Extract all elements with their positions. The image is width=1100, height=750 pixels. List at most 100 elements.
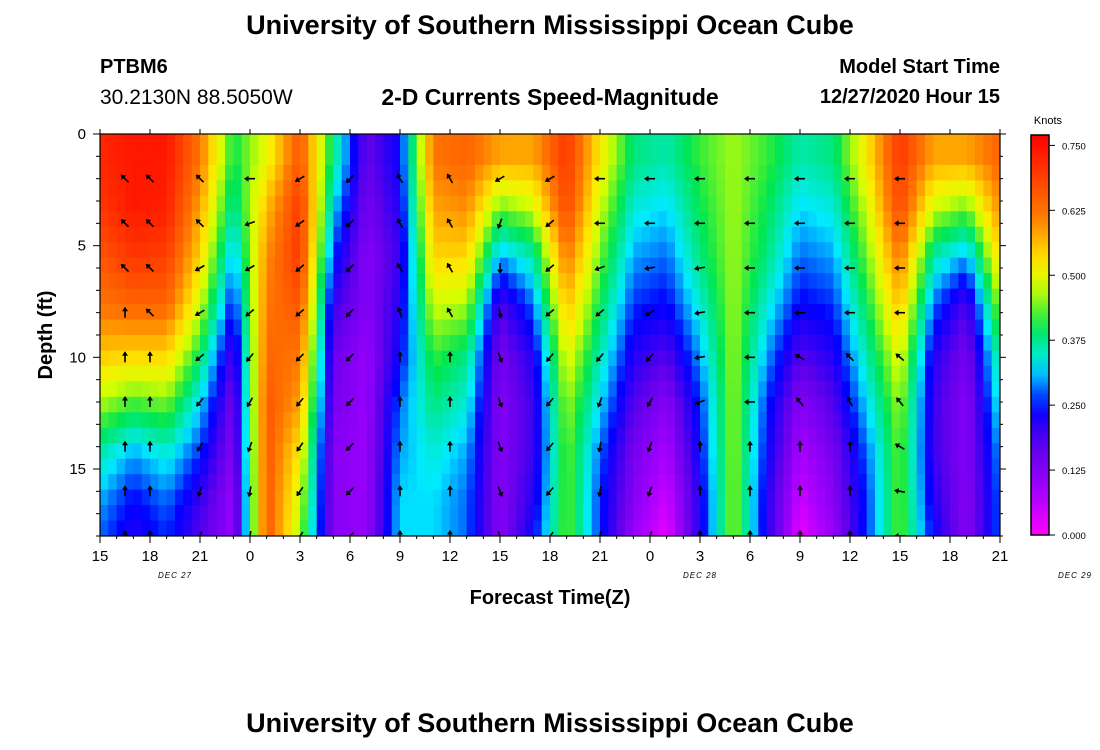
- heatmap-cell: [741, 149, 751, 166]
- heatmap-cell: [425, 273, 434, 290]
- heatmap-cell: [525, 134, 534, 151]
- heatmap-cell: [241, 427, 251, 444]
- heatmap-cell: [416, 427, 426, 444]
- heatmap-cell: [358, 505, 368, 522]
- heatmap-cell: [208, 365, 218, 382]
- heatmap-cell: [800, 474, 809, 491]
- heatmap-cell: [733, 520, 743, 536]
- heatmap-cell: [791, 180, 801, 197]
- heatmap-cell: [116, 474, 126, 491]
- heatmap-cell: [783, 211, 793, 228]
- heatmap-cell: [400, 304, 409, 321]
- heatmap-cell: [275, 195, 284, 212]
- heatmap-cell: [983, 489, 993, 506]
- heatmap-cell: [641, 489, 651, 506]
- heatmap-cell: [166, 273, 176, 290]
- heatmap-cell: [491, 211, 501, 228]
- heatmap-cell: [133, 226, 143, 243]
- heatmap-cell: [366, 180, 376, 197]
- heatmap-cell: [975, 335, 984, 352]
- current-vector-arrow: [644, 265, 656, 272]
- heatmap-cell: [475, 474, 484, 491]
- heatmap-cell: [850, 211, 859, 228]
- heatmap-cell: [858, 427, 868, 444]
- heatmap-cell: [425, 149, 434, 166]
- heatmap-cell: [933, 350, 943, 367]
- arrow-head: [894, 309, 899, 316]
- heatmap-cell: [491, 458, 501, 475]
- arrow-head: [646, 491, 653, 497]
- heatmap-cell: [183, 134, 193, 151]
- heatmap-cell: [666, 164, 676, 181]
- heatmap-cell: [583, 505, 593, 522]
- heatmap-cell: [441, 195, 451, 212]
- current-vector-arrow: [195, 353, 205, 362]
- current-vector-arrow: [797, 485, 803, 497]
- heatmap-cell: [441, 365, 451, 382]
- heatmap-cell: [150, 134, 159, 151]
- heatmap-cell: [516, 273, 526, 290]
- heatmap-cell: [316, 427, 326, 444]
- current-vector-arrow: [497, 263, 503, 274]
- heatmap-cell: [575, 319, 584, 336]
- heatmap-cell: [883, 427, 893, 444]
- heatmap-cell: [225, 381, 234, 398]
- heatmap-cell: [316, 396, 326, 413]
- heatmap-cell: [141, 288, 151, 305]
- heatmap-cell: [441, 381, 451, 398]
- heatmap-cell: [233, 319, 243, 336]
- heatmap-cell: [983, 257, 993, 274]
- heatmap-cell: [433, 520, 443, 536]
- heatmap-cell: [700, 412, 709, 429]
- heatmap-cell: [441, 164, 451, 181]
- heatmap-cell: [183, 365, 193, 382]
- heatmap-cell: [325, 505, 334, 522]
- y-axis-label: Depth (ft): [35, 291, 57, 380]
- heatmap-cell: [975, 350, 984, 367]
- heatmap-cell: [450, 226, 459, 243]
- heatmap-cell: [825, 242, 834, 259]
- heatmap-cell: [683, 288, 693, 305]
- heatmap-cell: [808, 350, 818, 367]
- heatmap-cell: [458, 226, 468, 243]
- heatmap-cell: [833, 396, 843, 413]
- heatmap-cell: [625, 365, 634, 382]
- heatmap-cell: [891, 381, 901, 398]
- heatmap-cell: [391, 195, 401, 212]
- arrow-head: [396, 218, 402, 224]
- heatmap-cell: [458, 180, 468, 197]
- heatmap-cell: [241, 520, 251, 536]
- heatmap-cell: [716, 489, 726, 506]
- heatmap-cell: [358, 134, 368, 151]
- heatmap-cell: [375, 412, 384, 429]
- arrow-head: [295, 356, 302, 362]
- heatmap-cell: [383, 396, 393, 413]
- heatmap-cell: [558, 164, 568, 181]
- heatmap-cell: [683, 489, 693, 506]
- heatmap-cell: [741, 257, 751, 274]
- heatmap-cell: [741, 164, 751, 181]
- x-date-label: DEC 29: [1058, 571, 1092, 580]
- heatmap-cell: [816, 505, 826, 522]
- heatmap-cell: [883, 304, 893, 321]
- heatmap-cell: [883, 458, 893, 475]
- heatmap-cell: [900, 458, 909, 475]
- heatmap-cell: [225, 149, 234, 166]
- heatmap-cell: [233, 474, 243, 491]
- heatmap-cell: [616, 304, 626, 321]
- heatmap-cell: [691, 134, 701, 151]
- heatmap-cell: [658, 427, 668, 444]
- heatmap-cell: [583, 195, 593, 212]
- heatmap-cell: [275, 134, 284, 151]
- heatmap-cell: [625, 304, 634, 321]
- heatmap-cell: [183, 257, 193, 274]
- heatmap-cell: [366, 427, 376, 444]
- arrow-head: [747, 530, 753, 535]
- heatmap-cell: [108, 242, 118, 259]
- heatmap-cell: [483, 211, 493, 228]
- heatmap-cell: [683, 474, 693, 491]
- heatmap-cell: [700, 474, 709, 491]
- heatmap-cell: [591, 474, 601, 491]
- heatmap-cell: [483, 273, 493, 290]
- heatmap-cell: [200, 427, 209, 444]
